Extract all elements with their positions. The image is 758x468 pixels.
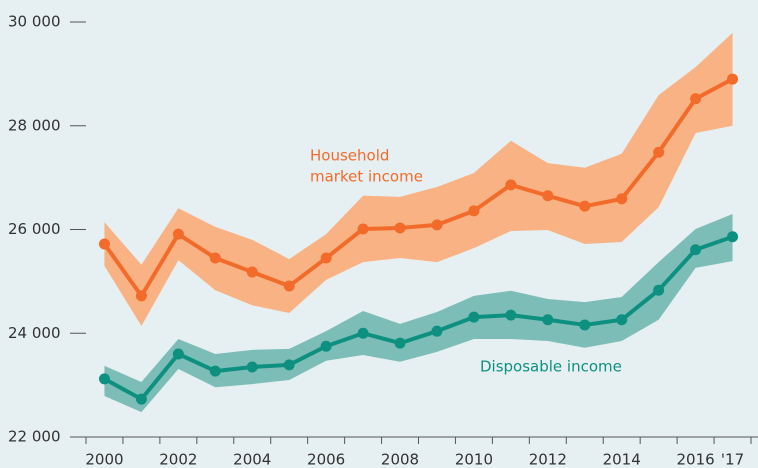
data-point	[653, 146, 665, 158]
x-tick-label: 2010	[455, 451, 493, 468]
x-tick-label: 2002	[159, 451, 197, 468]
data-point	[468, 205, 480, 217]
data-point	[357, 223, 369, 235]
series-annotation: market income	[310, 168, 423, 186]
data-point	[246, 266, 258, 278]
data-point	[727, 231, 739, 243]
x-tick-label: 2004	[233, 451, 271, 468]
series-line	[102, 77, 734, 298]
data-point	[98, 373, 110, 385]
x-tick-label: 2008	[381, 451, 419, 468]
data-point	[431, 325, 443, 337]
confidence-band	[104, 213, 733, 413]
y-tick-label: 22 000	[8, 428, 61, 446]
data-point	[431, 219, 443, 231]
data-point	[98, 238, 110, 250]
data-point	[690, 244, 702, 256]
data-point	[357, 327, 369, 339]
data-point	[579, 200, 591, 212]
data-point	[616, 193, 628, 205]
data-point	[394, 222, 406, 234]
x-tick-label: 2000	[85, 451, 123, 468]
data-point	[468, 311, 480, 323]
data-point	[690, 93, 702, 105]
confidence-band	[104, 32, 733, 326]
x-tick-label: '17	[721, 451, 744, 468]
data-point	[542, 190, 554, 202]
data-point	[135, 290, 147, 302]
y-tick-label: 26 000	[8, 220, 61, 238]
data-point	[172, 348, 184, 360]
data-point	[727, 73, 739, 85]
data-point	[320, 340, 332, 352]
data-point	[653, 284, 665, 296]
data-point	[172, 228, 184, 240]
data-point	[542, 314, 554, 326]
data-point	[505, 309, 517, 321]
data-point	[320, 252, 332, 264]
data-point	[283, 280, 295, 292]
data-point	[394, 337, 406, 349]
y-tick-label: 24 000	[8, 324, 61, 342]
data-point	[135, 393, 147, 405]
data-point	[616, 314, 628, 326]
y-tick-label: 28 000	[8, 116, 61, 134]
series-annotation: Household	[310, 147, 389, 165]
series-annotation: Disposable income	[480, 358, 622, 376]
data-point	[579, 319, 591, 331]
data-point	[209, 252, 221, 264]
x-tick-label: 2006	[307, 451, 345, 468]
data-point	[246, 361, 258, 373]
x-tick-label: 2014	[603, 451, 641, 468]
x-tick-label: 2016	[676, 451, 714, 468]
data-point	[505, 179, 517, 191]
y-tick-label: 30 000	[8, 13, 61, 31]
series-line	[103, 234, 734, 402]
data-point	[209, 365, 221, 377]
x-tick-label: 2012	[529, 451, 567, 468]
data-point	[283, 359, 295, 371]
